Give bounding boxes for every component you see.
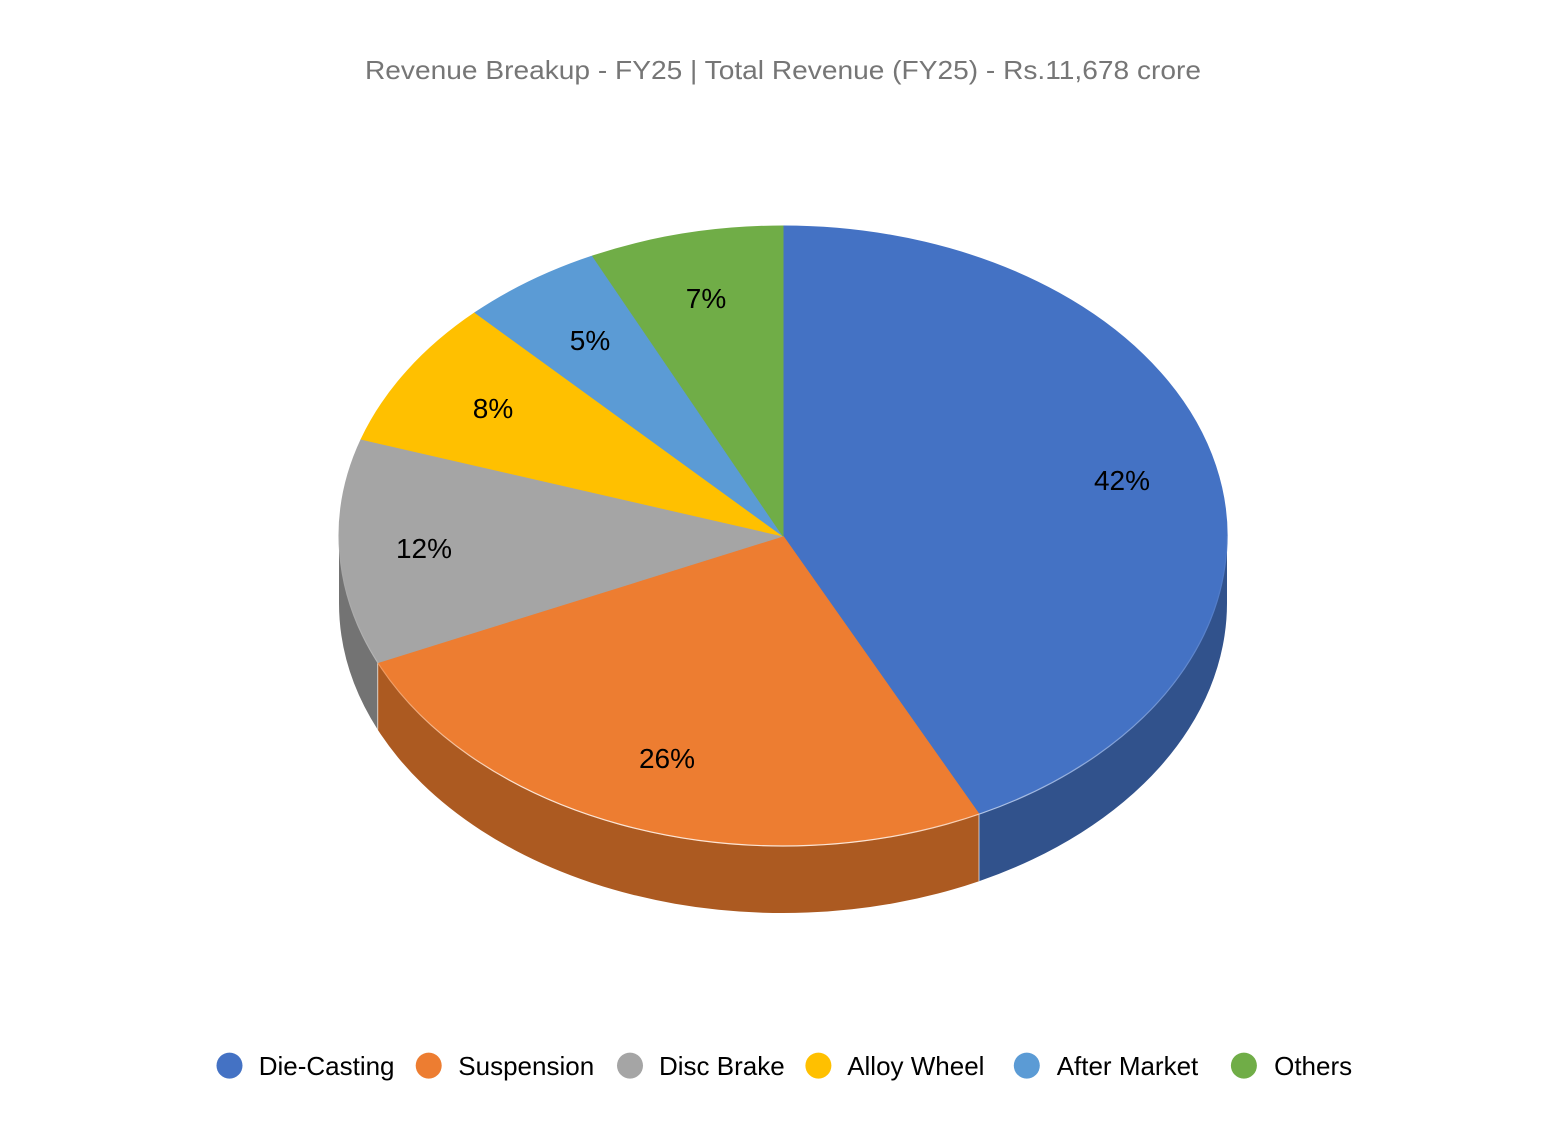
svg-text:Revenue Breakup - FY25 | Total: Revenue Breakup - FY25 | Total Revenue (… [365,55,1201,85]
svg-text:42%: 42% [1094,465,1150,496]
svg-text:8%: 8% [473,393,513,424]
svg-text:5%: 5% [570,325,610,356]
svg-text:Die-Casting: Die-Casting [259,1051,395,1081]
svg-text:Disc Brake: Disc Brake [659,1051,785,1081]
svg-text:Alloy Wheel: Alloy Wheel [847,1051,984,1081]
svg-text:Others: Others [1274,1051,1352,1081]
svg-text:After Market: After Market [1057,1051,1199,1081]
svg-text:26%: 26% [639,743,695,774]
svg-text:12%: 12% [396,533,452,564]
svg-text:7%: 7% [686,283,726,314]
svg-text:Suspension: Suspension [458,1051,594,1081]
